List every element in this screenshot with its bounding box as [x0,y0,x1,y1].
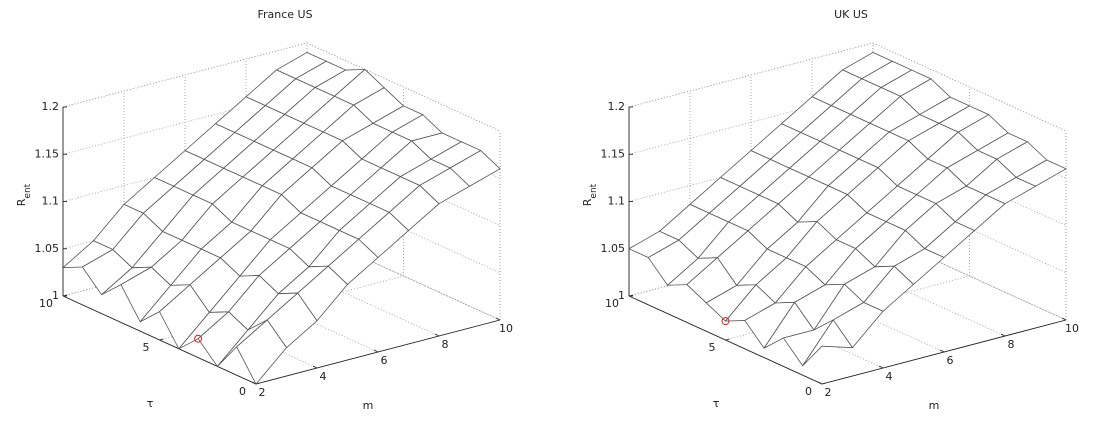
x-axis [255,319,501,385]
x-axis-label: m [363,399,374,412]
z-tick-label: 1 [52,289,59,302]
z-tick-label: 1.15 [35,147,60,160]
z-tick-label: 1.05 [601,242,626,255]
x-tick-label: 8 [1008,338,1015,351]
z-tick-label: 1.15 [601,147,626,160]
z-tick-label: 1.2 [42,100,60,113]
y-axis [628,295,823,385]
tick-mark [312,365,318,369]
z-tick-label: 1.2 [608,100,626,113]
x-tick-label: 4 [320,370,327,383]
grid-line [62,42,308,108]
tick-mark [878,365,884,369]
x-axis-label: m [929,399,940,412]
x-axis [821,319,1067,385]
x-tick-label: 10 [499,322,513,335]
tick-mark [1000,333,1006,337]
x-tick-label: 4 [886,370,893,383]
x-tick-label: 8 [442,338,449,351]
y-axis-label: τ [147,397,154,410]
z-axis-label: Rent [15,183,33,206]
z-tick-label: 1.1 [608,195,626,208]
z-label-sub: ent [23,183,33,198]
y-axis-label: τ [713,397,720,410]
y-tick-label: 10 [39,297,53,310]
tick-mark [373,349,379,353]
x-tick-label: 2 [825,386,832,399]
z-label-sub: ent [589,183,599,198]
y-tick-label: 0 [239,385,246,398]
tick-mark [939,349,945,353]
y-tick-label: 0 [805,385,812,398]
z-axis-label: Rent [581,183,599,206]
z-label-base: R [581,198,594,206]
y-tick-label: 10 [605,297,619,310]
min-marker [194,334,203,343]
tick-mark [495,317,501,321]
chart-title: UK US [834,8,868,21]
z-tick-label: 1 [618,289,625,302]
tick-mark [1061,317,1067,321]
y-tick-label: 5 [143,341,150,354]
z-label-base: R [15,198,28,206]
surface-cell [802,319,854,367]
x-tick-label: 2 [259,386,266,399]
x-tick-label: 6 [381,354,388,367]
x-tick-label: 6 [947,354,954,367]
grid-line [628,42,874,108]
chart-title: France US [257,8,312,21]
min-marker [721,317,730,326]
z-tick-label: 1.05 [35,242,60,255]
tick-mark [434,333,440,337]
x-tick-label: 10 [1065,322,1079,335]
y-axis [62,295,257,385]
y-tick-label: 5 [709,341,716,354]
surface-cell [236,319,288,385]
z-tick-label: 1.1 [42,195,60,208]
